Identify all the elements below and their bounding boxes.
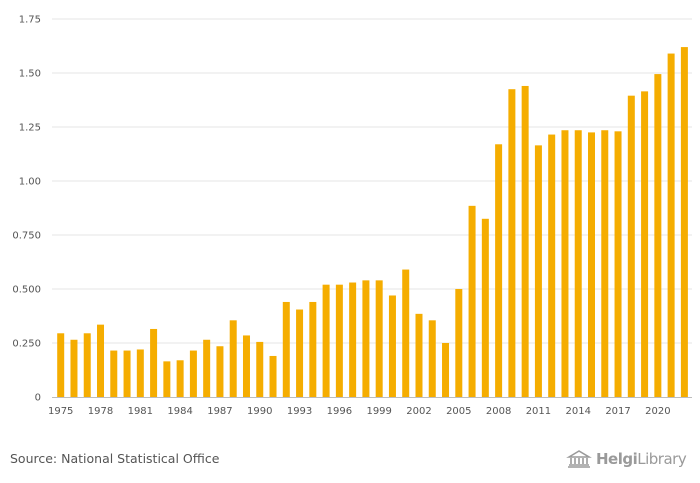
bar-1989 xyxy=(242,335,250,397)
bar-2019 xyxy=(641,91,649,398)
bar-2020 xyxy=(654,74,662,397)
x-tick-label: 2005 xyxy=(446,406,471,417)
bar-1994 xyxy=(309,301,317,397)
bar-1990 xyxy=(256,341,264,397)
helgi-library-logo: HelgiLibrary xyxy=(566,446,692,472)
bar-1997 xyxy=(349,282,357,397)
bar-2007 xyxy=(481,218,489,397)
bar-2008 xyxy=(495,144,503,397)
x-tick-label: 1981 xyxy=(128,406,153,417)
x-tick-label: 2017 xyxy=(605,406,630,417)
bar-2014 xyxy=(574,130,582,398)
bar-1993 xyxy=(296,309,304,397)
x-tick-label: 2011 xyxy=(526,406,551,417)
bar-2016 xyxy=(601,130,609,398)
y-tick-label: 1.25 xyxy=(19,123,41,134)
bar-2011 xyxy=(534,145,542,397)
bar-2017 xyxy=(614,131,622,397)
bar-1995 xyxy=(322,284,330,397)
bar-1979 xyxy=(110,350,118,397)
y-tick-label: 0.750 xyxy=(12,231,41,242)
bar-1981 xyxy=(136,349,144,397)
logo-text: HelgiLibrary xyxy=(596,450,687,468)
bar-1991 xyxy=(269,355,277,397)
bar-1983 xyxy=(163,361,171,397)
source-note: Source: National Statistical Office xyxy=(10,451,220,466)
y-tick-label: 1.00 xyxy=(19,177,41,188)
bar-2005 xyxy=(455,289,463,397)
gridlines xyxy=(52,18,692,344)
bar-2018 xyxy=(627,95,635,398)
bar-1986 xyxy=(203,339,211,397)
bar-1999 xyxy=(375,280,383,397)
x-axis-ticks: 1975 1978 1981 1984 1987 1990 1993 1996 1999 2002… xyxy=(48,406,671,417)
x-tick-label: 1987 xyxy=(207,406,232,417)
bar-2002 xyxy=(415,313,423,397)
bar-2010 xyxy=(521,85,529,398)
bar-2001 xyxy=(402,269,410,397)
x-tick-label: 1975 xyxy=(48,406,73,417)
x-tick-label: 2002 xyxy=(406,406,431,417)
y-tick-label: 0.500 xyxy=(12,285,41,296)
x-tick-label: 1999 xyxy=(366,406,391,417)
bar-1980 xyxy=(123,350,131,397)
y-tick-label: 0 xyxy=(35,393,41,404)
y-tick-label: 1.75 xyxy=(19,15,41,26)
library-building-icon xyxy=(566,450,592,468)
bar-1992 xyxy=(282,301,290,397)
bar-2006 xyxy=(468,205,476,397)
bar-1977 xyxy=(83,333,91,397)
x-tick-label: 1993 xyxy=(287,406,312,417)
bar-1985 xyxy=(189,350,197,397)
y-axis-ticks: 0 0.250 0.500 0.750 1.00 1.25 1.50 1.75 xyxy=(12,15,41,404)
x-tick-label: 2014 xyxy=(566,406,591,417)
bar-1976 xyxy=(70,339,78,397)
bar-2015 xyxy=(588,132,595,397)
bar-1975 xyxy=(57,333,65,397)
bar-2012 xyxy=(548,134,556,397)
bar-1982 xyxy=(150,328,158,397)
x-tick-label: 2020 xyxy=(645,406,670,417)
x-tick-label: 1978 xyxy=(88,406,113,417)
bar-1998 xyxy=(362,280,370,397)
y-tick-label: 1.50 xyxy=(19,69,41,80)
bar-1996 xyxy=(335,284,343,397)
bar-1987 xyxy=(216,346,224,397)
bar-2003 xyxy=(428,320,436,397)
y-tick-label: 0.250 xyxy=(12,339,41,350)
x-tick-label: 1990 xyxy=(247,406,272,417)
bar-1984 xyxy=(176,360,184,397)
x-tick-label: 1996 xyxy=(327,406,352,417)
bars xyxy=(57,47,688,398)
bar-2009 xyxy=(508,89,516,397)
bar-2000 xyxy=(388,295,396,397)
bar-1988 xyxy=(229,320,237,397)
bar-1978 xyxy=(97,324,105,397)
bar-2021 xyxy=(667,53,675,398)
x-tick-label: 1984 xyxy=(167,406,192,417)
bar-2013 xyxy=(561,130,569,398)
bar-2004 xyxy=(442,343,450,397)
bar-2022 xyxy=(680,47,688,398)
x-tick-label: 2008 xyxy=(486,406,511,417)
